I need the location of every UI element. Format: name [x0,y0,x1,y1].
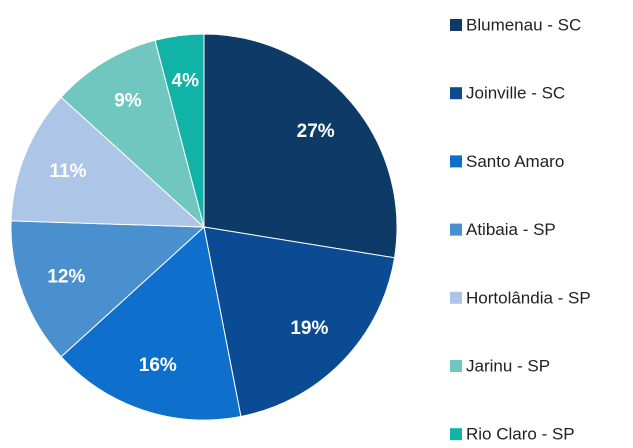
legend-swatch [450,87,462,100]
legend-label: Atibaia - SP [466,220,556,239]
pie-slice [60,226,242,421]
pie-slice [203,33,398,259]
pie-slice [154,33,205,228]
legend-label: Jarinu - SP [466,356,550,375]
slice-label: 12% [47,267,85,288]
legend-label: Santo Amaro [466,152,564,171]
legend-label: Rio Claro - SP [466,425,575,444]
legend-label: Hortolândia - SP [466,288,591,307]
legend-swatch [450,291,462,304]
slice-label: 19% [290,318,328,339]
slice-label: 9% [114,91,142,112]
slice-label: 27% [297,121,335,142]
legend-label: Blumenau - SC [466,15,581,34]
legend-swatch [450,155,462,168]
slice-label: 4% [172,71,200,92]
pie-slice [60,39,205,229]
pie-slice [10,96,206,228]
slice-label: 16% [139,355,177,376]
pie-slice [10,220,206,358]
legend-swatch [450,360,462,372]
legend-swatch [450,19,462,31]
legend-label: Joinville - SC [466,84,565,103]
pie-slice [203,226,396,418]
legend-swatch [450,223,462,236]
slice-label: 11% [50,161,87,182]
legend-swatch [450,428,462,441]
